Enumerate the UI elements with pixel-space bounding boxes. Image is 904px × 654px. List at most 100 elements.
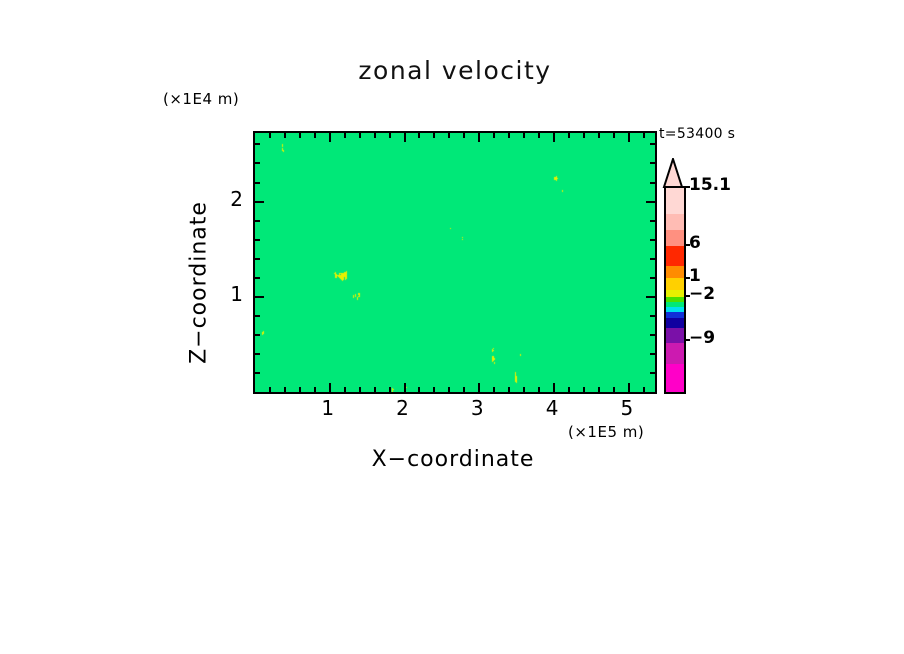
colorbar-band [666,301,684,307]
axis-tick [493,387,496,392]
colorbar-band [666,297,684,302]
page-title: zonal velocity [0,56,904,85]
axis-tick [650,371,655,374]
axis-tick [418,387,421,392]
axis-tick [328,133,331,142]
colorbar-tick-mark [684,295,690,297]
axis-tick [343,133,346,138]
colorbar-tick-label: −9 [689,328,716,348]
colorbar-arrow-cap [662,158,684,188]
axis-tick [255,314,260,317]
x-axis-title: X−coordinate [371,447,535,472]
colorbar-band [666,306,684,312]
colorbar-band [666,327,684,343]
x-tick-label: 5 [620,396,634,420]
colorbar-tick-label: −2 [689,284,716,304]
axis-tick [612,387,615,392]
axis-tick [508,133,511,138]
axis-tick [650,352,655,355]
plot-area[interactable] [253,131,657,394]
axis-tick [650,162,655,165]
scalar-field-heatmap [255,133,655,392]
axis-tick [538,133,541,138]
axis-tick [388,133,391,138]
axis-tick [448,387,451,392]
axis-tick [403,383,406,392]
colorbar-tick-mark [684,186,690,188]
colorbar-band [666,266,684,278]
colorbar-tick-label: 1 [689,266,701,286]
axis-tick [255,371,260,374]
axis-tick [433,133,436,138]
axis-tick [343,387,346,392]
axis-tick [650,257,655,260]
axis-tick [538,387,541,392]
colorbar-band [666,290,684,297]
axis-tick [418,133,421,138]
axis-tick [650,276,655,279]
axis-tick [553,383,556,392]
axis-tick [493,133,496,138]
axis-tick [568,387,571,392]
axis-tick [255,238,260,241]
colorbar-band [666,278,684,290]
axis-tick [582,133,585,138]
axis-tick [523,387,526,392]
colorbar-band [666,246,684,266]
y-tick-label: 2 [230,186,243,211]
x-tick-label: 1 [321,396,335,420]
axis-tick [650,181,655,184]
axis-tick [255,143,260,146]
axis-tick [597,133,600,138]
x-axis-unit-label: (×1E5 m) [568,423,645,441]
x-tick-label: 2 [396,396,409,420]
axis-tick [582,387,585,392]
colorbar-band [666,214,684,230]
colorbar-band [666,230,684,246]
axis-tick [358,133,361,138]
axis-tick [358,387,361,392]
colorbar-band [666,188,684,214]
axis-tick [597,387,600,392]
colorbar-band [666,363,684,392]
colorbar-band [666,342,684,364]
axis-tick [255,200,264,203]
x-tick-label: 3 [470,396,484,420]
x-tick-label: 4 [545,396,559,420]
axis-tick [448,133,451,138]
axis-tick [283,387,286,392]
axis-tick [568,133,571,138]
axis-tick [478,133,481,142]
plot-title-text: zonal velocity [358,56,552,85]
colorbar-tick-mark [684,339,690,341]
axis-tick [298,133,301,138]
axis-tick [373,387,376,392]
axis-tick [646,200,655,203]
axis-tick [255,333,260,336]
axis-tick [313,133,316,138]
axis-tick [553,133,556,142]
axis-tick [255,162,260,165]
axis-tick [523,133,526,138]
timestamp-annotation: t=53400 s [659,126,736,142]
axis-tick [650,143,655,146]
axis-tick [298,387,301,392]
axis-tick [463,387,466,392]
axis-tick [650,333,655,336]
axis-tick [255,257,260,260]
axis-tick [508,387,511,392]
axis-tick [255,295,264,298]
axis-tick [313,387,316,392]
axis-tick [283,133,286,138]
axis-tick [255,276,260,279]
axis-tick [612,133,615,138]
axis-tick [255,352,260,355]
axis-tick [650,219,655,222]
axis-tick [642,133,645,138]
axis-tick [433,387,436,392]
axis-tick [463,133,466,138]
colorbar[interactable] [664,186,686,394]
axis-tick [403,133,406,142]
axis-tick [646,295,655,298]
colorbar-tick-mark [684,277,690,279]
